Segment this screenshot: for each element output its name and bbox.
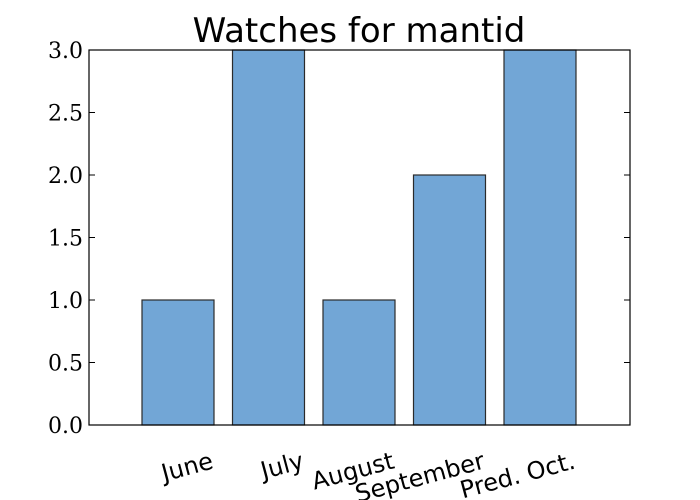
y-tick-label: 0.0 <box>48 414 83 439</box>
bar-pred-oct <box>503 49 577 426</box>
y-tick-label: 1.5 <box>48 227 83 252</box>
bars-group <box>141 49 577 426</box>
y-tick-label: 0.5 <box>48 352 83 377</box>
x-tick-label: June <box>156 447 216 488</box>
bar-august <box>322 299 396 426</box>
bar-june <box>141 299 215 426</box>
bar-july <box>231 49 306 426</box>
y-tick-label: 2.0 <box>48 164 83 189</box>
y-tick-label: 3.0 <box>48 39 83 64</box>
plot-frame <box>88 49 631 426</box>
y-axis: 0.0 0.5 1.0 1.5 2.0 2.5 3.0 <box>48 39 630 439</box>
y-tick-label: 1.0 <box>48 289 83 314</box>
x-tick-label: July <box>256 447 307 486</box>
chart-title: Watches for mantid <box>193 11 526 51</box>
y-tick-label: 2.5 <box>48 102 83 127</box>
bar-september <box>412 174 487 426</box>
